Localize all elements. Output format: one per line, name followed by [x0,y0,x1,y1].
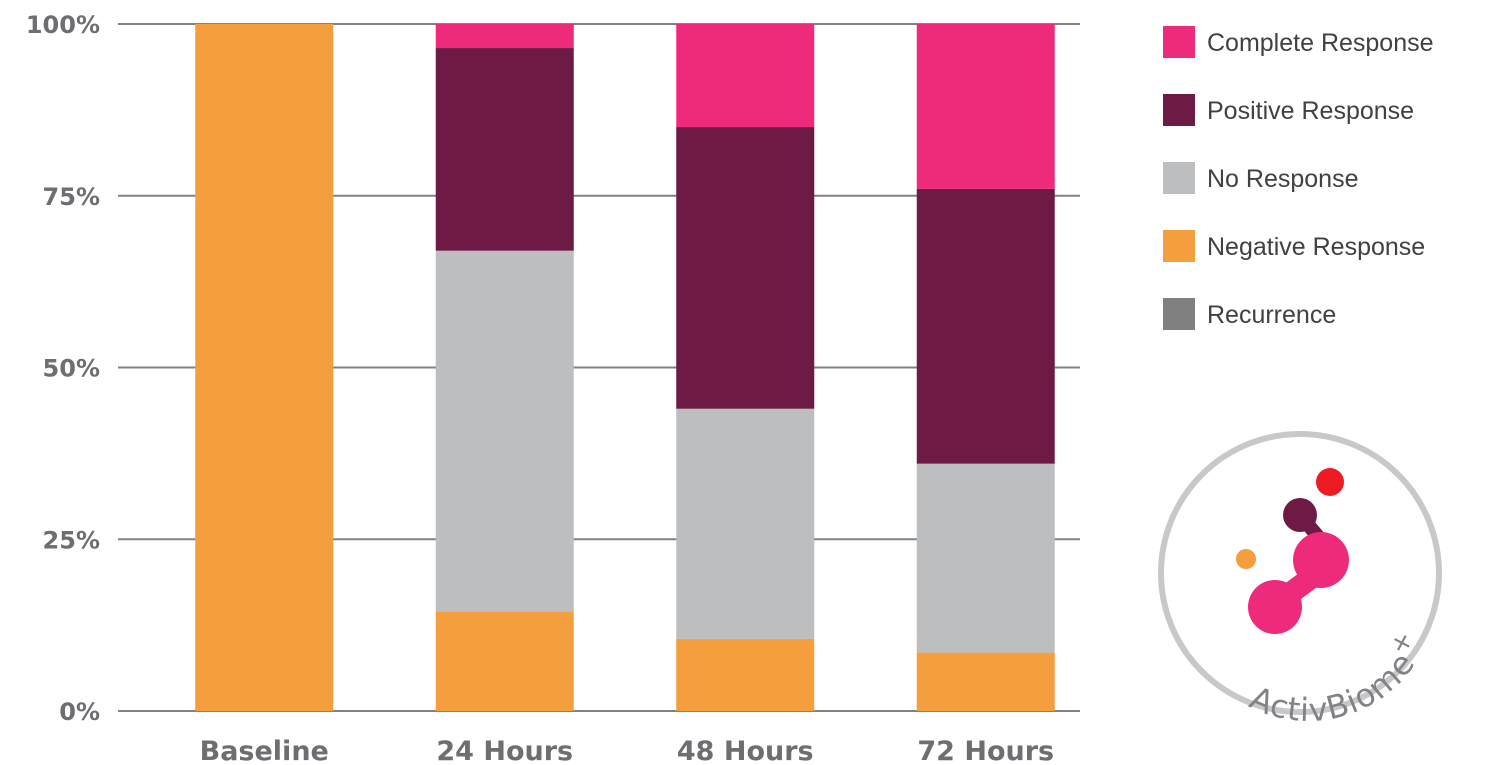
y-tick-label: 75% [43,183,100,211]
logo-dot-dark [1283,498,1317,532]
x-category-label: 72 Hours [917,736,1054,765]
x-category-label: 48 Hours [677,736,814,765]
y-tick-label: 100% [26,11,100,39]
logo-dot-pink-large [1293,532,1349,588]
legend-swatch [1163,26,1195,58]
bar-segment [676,638,815,711]
legend-swatch [1163,298,1195,330]
bar-segment [676,408,815,639]
bar-segment [916,188,1055,464]
x-axis-categories: Baseline 24 Hours 48 Hours 72 Hours [200,736,1054,765]
logo-dot-red [1316,468,1344,496]
x-category-label: 24 Hours [436,736,573,765]
logo-dot-pink-lower [1248,580,1302,634]
bar-segment [435,24,574,49]
bar-segment [195,24,334,711]
y-tick-label: 50% [43,355,100,383]
legend-swatch [1163,94,1195,126]
legend-swatch [1163,162,1195,194]
legend: Complete Response Positive Response No Res… [1163,26,1434,330]
bar-segment [676,24,815,128]
logo-dot-orange [1236,549,1256,569]
legend-swatch [1163,230,1195,262]
logo-ring [1158,431,1442,715]
bar-segment [435,611,574,711]
bar-segment [916,463,1055,653]
y-axis-ticks: 0% 25% 50% 75% 100% [26,11,100,726]
legend-label: Positive Response [1207,97,1414,125]
y-tick-label: 0% [59,698,100,726]
bar-segment [435,250,574,612]
activbiome-logo: ActivBiome+ [1158,431,1442,729]
legend-label: Recurrence [1207,301,1336,329]
bar-segment [916,652,1055,711]
logo-wordmark: ActivBiome+ [1244,625,1422,729]
bar-segment [435,48,574,251]
legend-label: No Response [1207,165,1358,193]
bars [195,24,1055,711]
bar-segment [916,24,1055,189]
y-tick-label: 25% [43,526,100,554]
x-category-label: Baseline [200,736,329,765]
legend-label: Negative Response [1207,233,1425,261]
legend-label: Complete Response [1207,29,1434,57]
bar-segment [676,127,815,409]
